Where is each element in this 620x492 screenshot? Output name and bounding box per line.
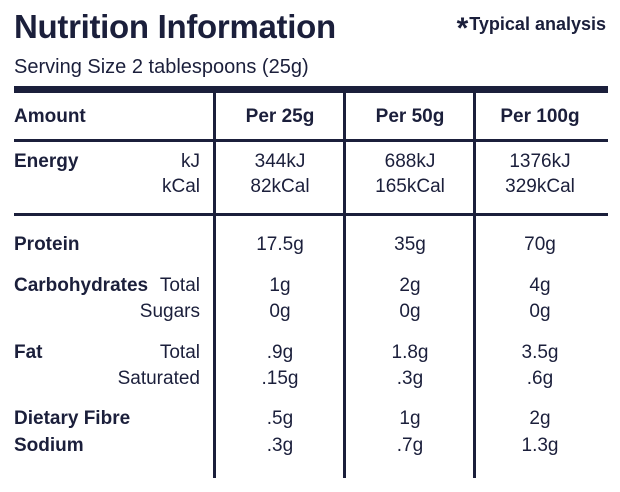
sodium-25g: .3g [266,435,294,456]
carbohydrates-sugars-label: Sugars [139,301,200,322]
energy-kcal-unit: kCal [161,176,200,197]
dietary-fibre-label: Dietary Fibre [14,408,131,429]
fat-label: Fat [14,342,43,363]
sodium-100g: 1.3g [521,435,559,456]
carbohydrates-total-100g: 4g [529,275,551,296]
amount-header: Amount [14,106,86,127]
protein-100g: 70g [524,234,556,255]
column-divider-2 [343,92,346,478]
energy-kj-50g: 688kJ [384,151,436,172]
energy-kcal-50g: 165kCal [375,176,445,197]
typical-analysis-text: Typical analysis [469,14,606,34]
carbohydrates-total-25g: 1g [269,275,291,296]
carbohydrates-total-50g: 2g [399,275,421,296]
sugars-100g: 0g [529,301,551,322]
per-50g-header: Per 50g [375,106,445,127]
fat-total-25g: .9g [266,342,294,363]
energy-bottom-rule [14,213,608,216]
dietary-fibre-100g: 2g [529,408,551,429]
fat-total-100g: 3.5g [521,342,559,363]
fat-total-50g: 1.8g [391,342,429,363]
table-top-rule [14,86,608,93]
page-title: Nutrition Information [14,8,336,45]
protein-label: Protein [14,234,80,255]
fat-saturated-25g: .15g [261,368,299,389]
sugars-25g: 0g [269,301,291,322]
protein-50g: 35g [394,234,426,255]
energy-kj-100g: 1376kJ [509,151,571,172]
per-25g-header: Per 25g [245,106,315,127]
fat-total-label: Total [159,342,200,363]
energy-kj-unit: kJ [181,151,200,172]
energy-kcal-100g: 329kCal [505,176,575,197]
column-divider-3 [473,92,476,478]
sodium-50g: .7g [396,435,424,456]
typical-analysis-note: *Typical analysis [457,12,606,46]
fat-saturated-100g: .6g [526,368,554,389]
asterisk-mark: * [456,12,469,45]
protein-25g: 17.5g [256,234,304,255]
energy-label: Energy [14,151,79,172]
dietary-fibre-50g: 1g [399,408,421,429]
fat-saturated-50g: .3g [396,368,424,389]
sugars-50g: 0g [399,301,421,322]
energy-kj-25g: 344kJ [254,151,306,172]
per-100g-header: Per 100g [500,106,580,127]
fat-saturated-label: Saturated [117,368,200,389]
carbohydrates-label: Carbohydrates [14,275,149,296]
serving-size: Serving Size 2 tablespoons (25g) [14,56,309,78]
column-divider-1 [213,92,216,478]
sodium-label: Sodium [14,435,84,456]
header-bottom-rule [14,139,608,142]
dietary-fibre-25g: .5g [266,408,294,429]
energy-kcal-25g: 82kCal [250,176,310,197]
carbohydrates-total-label: Total [159,275,200,296]
